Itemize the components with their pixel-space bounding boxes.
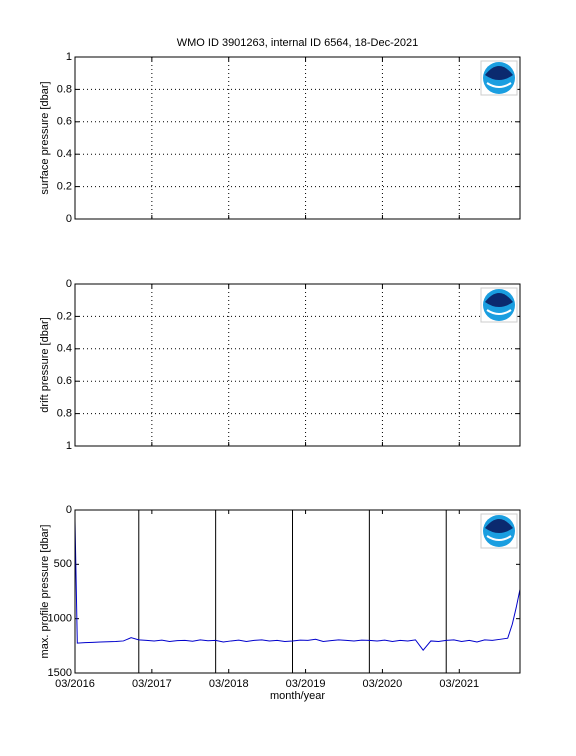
y-tick-label: 1000 (48, 613, 72, 625)
logo-wave (486, 82, 512, 88)
logo-bird (485, 519, 513, 533)
y-tick-label: 1 (66, 440, 72, 452)
y-tick-label: 1 (66, 51, 72, 63)
data-line (74, 520, 521, 651)
axes-box (74, 283, 521, 447)
logo-bird (485, 66, 513, 80)
y-axis-label: surface pressure [dbar] (39, 81, 51, 194)
y-tick-label: 0 (66, 213, 72, 225)
x-tick-label: 03/2021 (439, 678, 479, 690)
x-tick-label: 03/2019 (286, 678, 326, 690)
y-tick-label: 0.8 (57, 83, 72, 95)
y-tick-label: 0.4 (57, 148, 72, 160)
logo-wave (486, 309, 512, 315)
y-tick-label: 1500 (48, 667, 72, 679)
y-tick-label: 0.2 (57, 181, 72, 193)
y-axis-label: max. profile pressure [dbar] (39, 525, 51, 659)
logo-wave (486, 535, 512, 541)
x-tick-label: 03/2018 (209, 678, 249, 690)
chart-title: WMO ID 3901263, internal ID 6564, 18-Dec… (177, 37, 419, 49)
y-tick-label: 0.2 (57, 310, 72, 322)
y-tick-label: 0.6 (57, 375, 72, 387)
y-tick-label: 0 (66, 278, 72, 290)
x-tick-label: 03/2020 (363, 678, 403, 690)
y-tick-label: 0 (66, 504, 72, 516)
y-tick-label: 0.8 (57, 408, 72, 420)
axes-box (74, 56, 521, 220)
x-axis-label: month/year (270, 690, 325, 702)
logo-bird (485, 293, 513, 307)
y-tick-label: 500 (54, 558, 72, 570)
y-tick-label: 0.4 (57, 343, 72, 355)
y-axis-label: drift pressure [dbar] (39, 317, 51, 412)
axes-box (74, 509, 521, 674)
x-tick-label: 03/2016 (55, 678, 95, 690)
y-tick-label: 0.6 (57, 116, 72, 128)
x-tick-label: 03/2017 (132, 678, 172, 690)
